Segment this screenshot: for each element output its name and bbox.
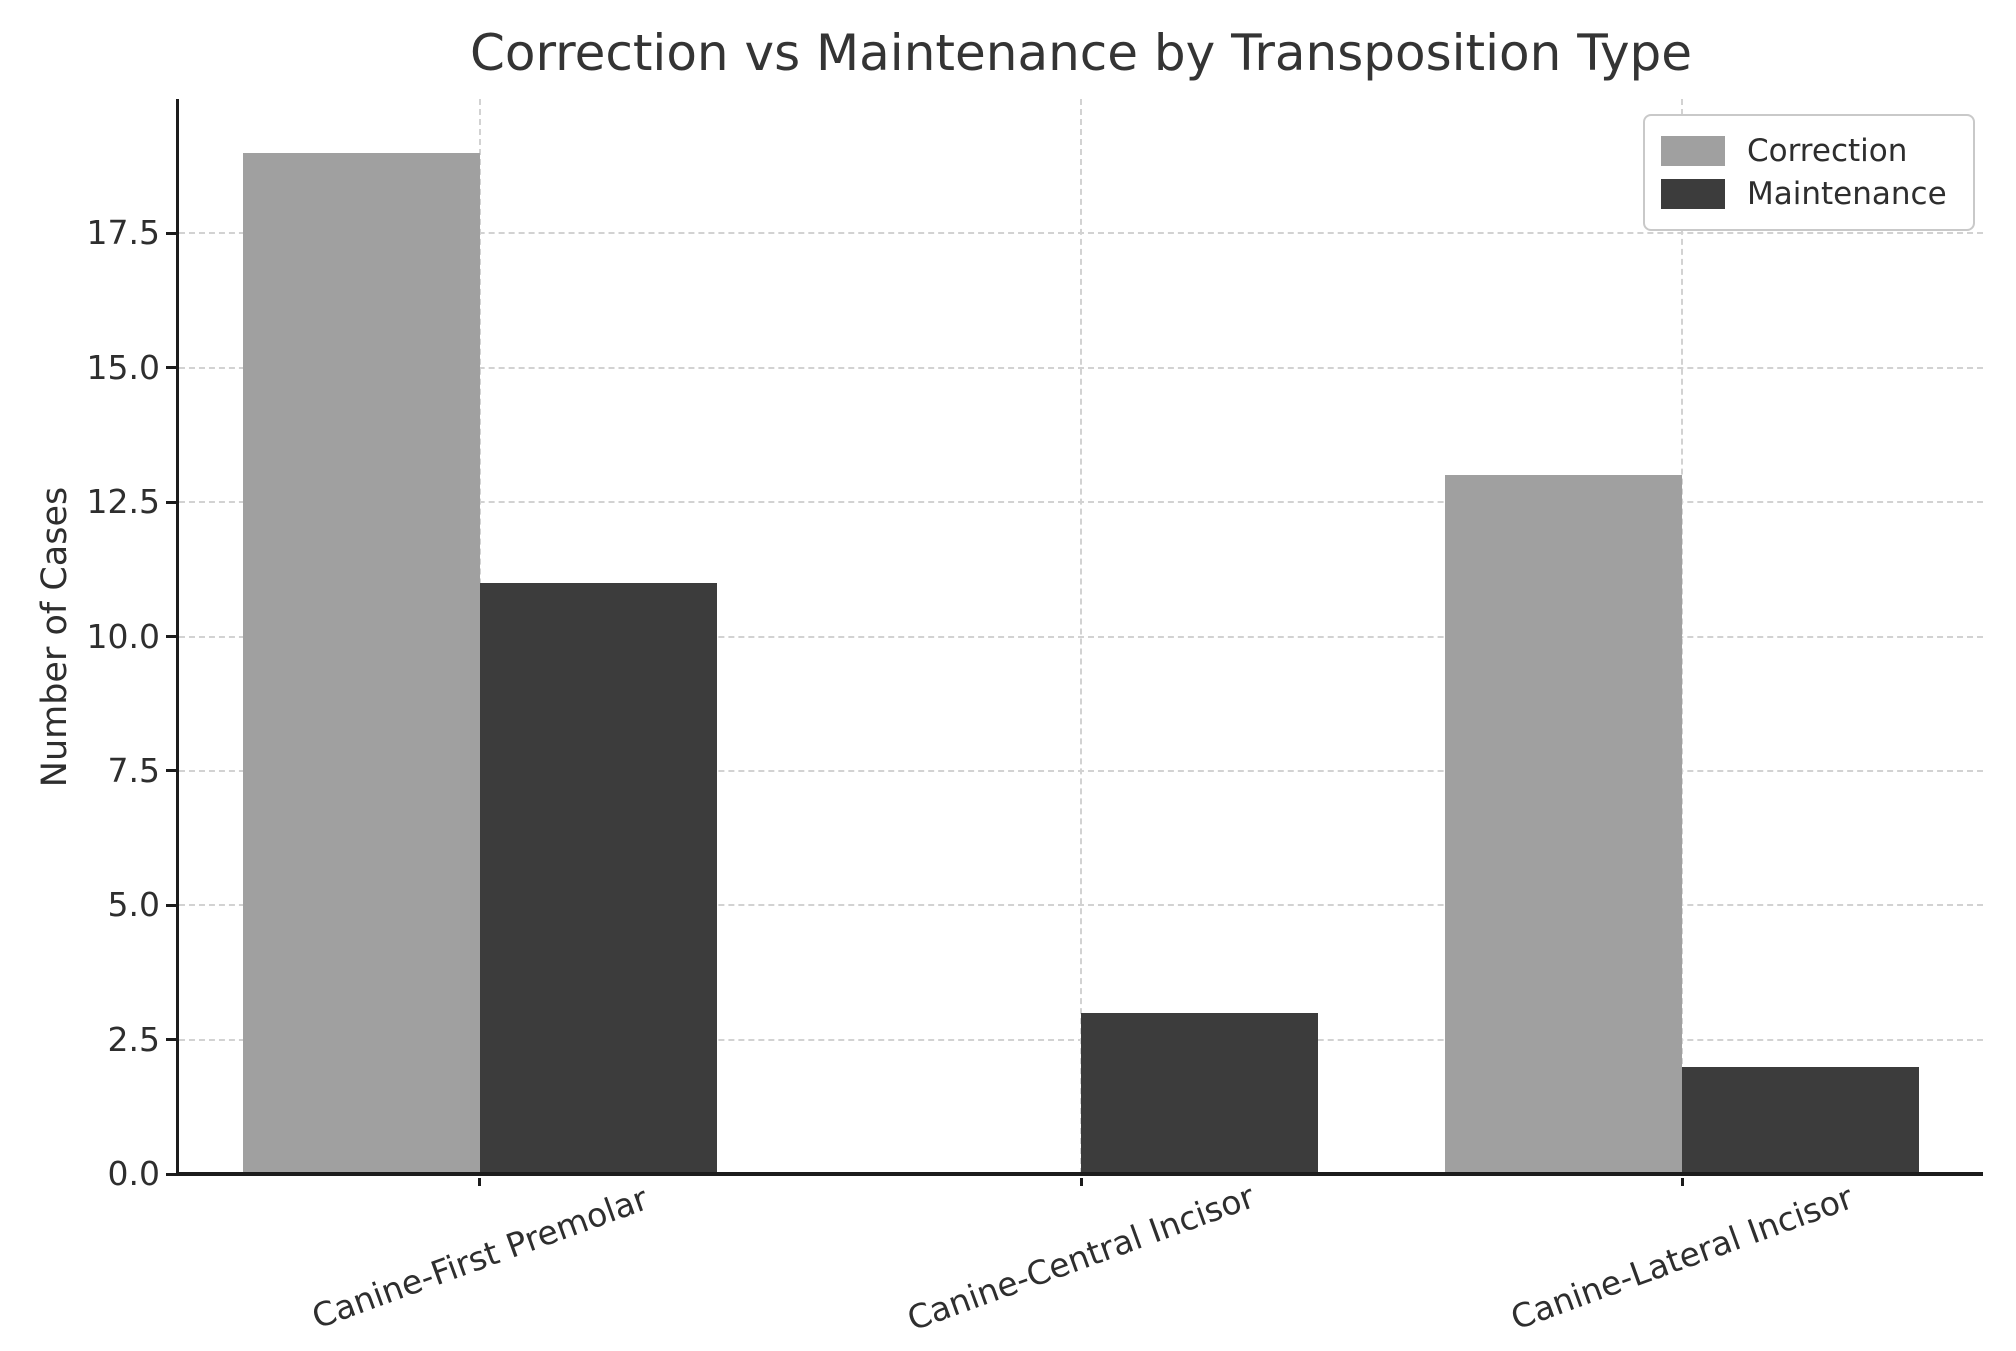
legend-row: Maintenance [1661,176,1947,212]
bar-maintenance-0 [479,582,717,1174]
legend-row: Correction [1661,133,1947,169]
y-tick-label: 17.5 [86,213,160,253]
y-tick-label: 5.0 [107,885,160,925]
legend-swatch-maintenance [1661,179,1725,209]
legend-swatch-correction [1661,136,1725,166]
x-tick-label: Canine-First Premolar [306,1178,653,1337]
legend: Correction Maintenance [1643,114,1975,231]
bar-correction-2 [1445,475,1683,1174]
legend-label: Correction [1747,133,1908,169]
y-tick-mark [166,366,179,370]
bar-maintenance-2 [1682,1066,1920,1174]
legend-label: Maintenance [1747,176,1947,212]
chart-title: Correction vs Maintenance by Transpositi… [469,24,1693,82]
y-tick-mark [166,903,179,907]
y-tick-mark [166,1038,179,1042]
y-tick-mark [166,1172,179,1176]
bar-correction-0 [242,152,480,1174]
bar-maintenance-1 [1081,1012,1318,1174]
x-axis-spine [176,1172,1983,1176]
y-tick-mark [166,231,179,235]
y-tick-label: 12.5 [86,482,160,522]
y-tick-label: 0.0 [107,1154,160,1193]
y-tick-mark [166,500,179,504]
y-tick-label: 7.5 [107,750,160,790]
x-tick-mark [478,1178,482,1186]
gridline-vertical [1681,99,1684,1174]
x-tick-mark [1079,1178,1083,1186]
gridline-vertical [1080,99,1082,1174]
x-tick-label: Canine-Lateral Incisor [1506,1177,1859,1338]
y-tick-mark [166,769,179,773]
x-tick-label: Canine-Central Incisor [902,1176,1260,1339]
x-tick-mark [1680,1178,1684,1186]
y-tick-label: 10.0 [86,616,160,656]
y-tick-label: 15.0 [86,347,160,387]
y-tick-mark [166,635,179,638]
y-tick-label: 2.5 [107,1019,160,1059]
